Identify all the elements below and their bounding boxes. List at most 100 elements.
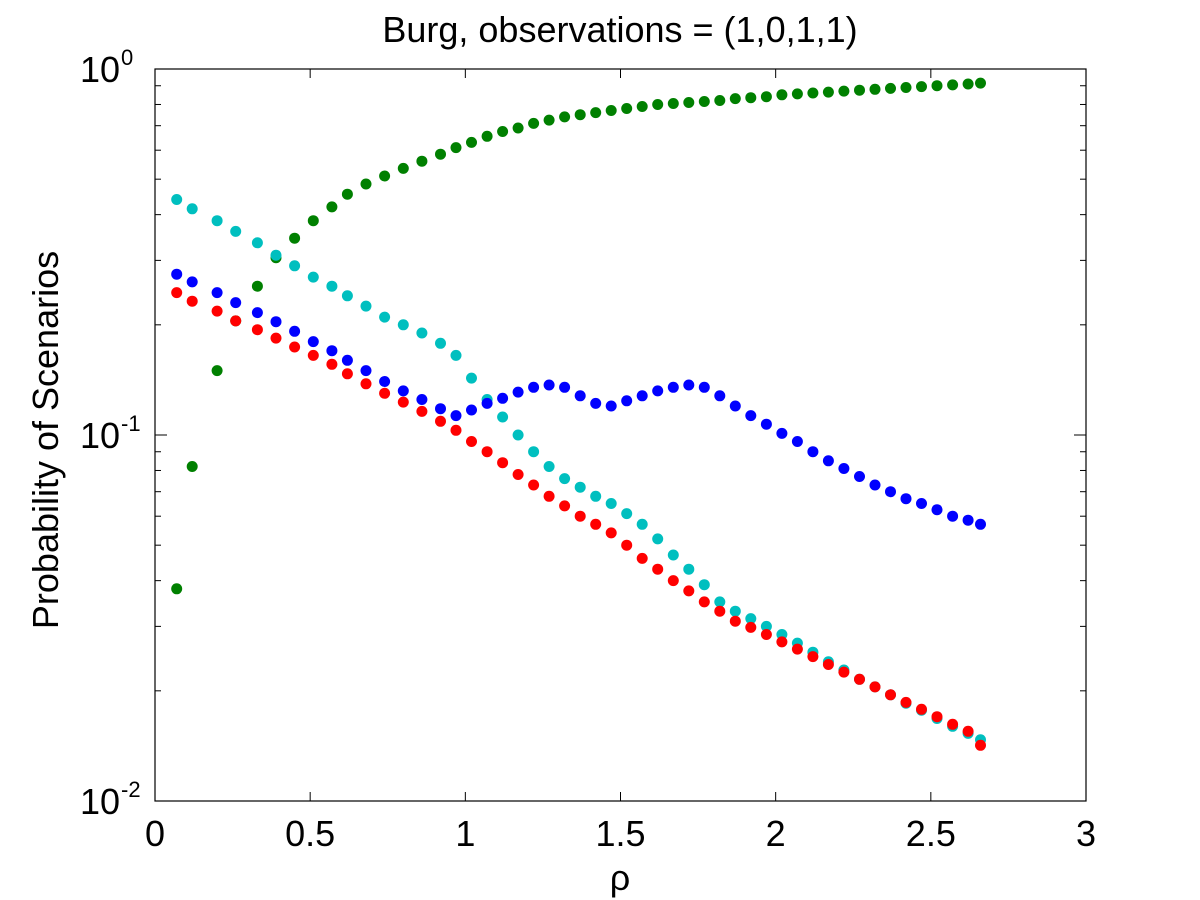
data-point <box>776 427 788 439</box>
data-point <box>559 111 571 123</box>
data-point <box>528 117 540 129</box>
series-3 <box>171 268 986 530</box>
data-point <box>307 271 319 283</box>
y-tick-label-exponent: 0 <box>121 45 133 70</box>
data-point <box>416 405 428 417</box>
data-point <box>838 85 850 97</box>
data-point <box>807 651 819 663</box>
data-point <box>481 446 493 458</box>
data-point <box>714 605 726 617</box>
data-point <box>776 636 788 648</box>
data-point <box>512 469 524 480</box>
data-point <box>397 385 409 397</box>
data-point <box>307 349 319 361</box>
data-point <box>791 436 803 447</box>
data-point <box>341 368 353 380</box>
data-point <box>636 101 648 112</box>
data-point <box>975 77 986 89</box>
data-point <box>528 381 540 393</box>
data-point <box>230 297 242 309</box>
data-point <box>916 81 927 93</box>
data-point <box>450 410 462 422</box>
data-point <box>186 461 198 472</box>
data-point <box>791 643 803 655</box>
data-point <box>559 381 571 393</box>
data-point <box>251 280 263 292</box>
data-point <box>574 390 586 402</box>
y-tick-label-exponent: -2 <box>121 777 141 802</box>
data-point <box>574 481 586 493</box>
data-point <box>379 376 391 387</box>
y-axis-label: Probability of Scenarios <box>25 251 66 629</box>
data-point <box>667 575 679 587</box>
data-point <box>559 500 571 512</box>
data-point <box>466 372 477 384</box>
plot-frame <box>154 68 1087 802</box>
data-point <box>186 203 198 215</box>
data-point <box>729 615 741 627</box>
data-point <box>636 518 648 530</box>
data-point <box>745 92 757 104</box>
data-point <box>543 379 555 391</box>
data-point <box>307 336 319 348</box>
y-tick-label: 10 <box>80 781 120 822</box>
data-point <box>341 188 353 200</box>
x-tick-label: 0.5 <box>285 813 335 854</box>
data-point <box>528 479 540 491</box>
data-point <box>360 300 372 312</box>
data-point <box>435 337 446 349</box>
data-point <box>512 122 524 134</box>
data-point <box>652 533 664 545</box>
data-point <box>745 621 757 633</box>
data-point <box>416 327 428 339</box>
x-tick-label: 1 <box>455 813 475 854</box>
data-point <box>379 311 391 323</box>
data-point <box>854 84 865 96</box>
series-2 <box>171 194 986 746</box>
data-point <box>289 341 301 353</box>
data-point <box>652 563 664 575</box>
y-tick-label: 10 <box>80 49 120 90</box>
data-point <box>975 518 986 530</box>
data-point <box>869 681 881 693</box>
chart-title: Burg, observations = (1,0,1,1) <box>382 9 857 50</box>
data-point <box>360 378 372 390</box>
data-point <box>931 711 943 723</box>
data-point <box>435 148 446 160</box>
data-point <box>621 103 633 114</box>
series-4 <box>171 287 986 751</box>
data-point <box>497 392 509 404</box>
x-tick-label: 0 <box>145 813 165 854</box>
data-point <box>211 215 223 227</box>
data-point <box>947 718 959 730</box>
data-point <box>683 97 695 108</box>
data-point <box>854 471 865 482</box>
data-point <box>822 659 834 670</box>
data-point <box>729 605 741 617</box>
data-point <box>667 98 679 109</box>
data-point <box>416 155 428 167</box>
data-point <box>807 446 819 458</box>
data-point <box>435 415 446 427</box>
data-point <box>698 579 710 591</box>
x-tick-label: 3 <box>1076 813 1096 854</box>
data-point <box>574 109 586 121</box>
data-point <box>729 400 741 412</box>
data-point <box>543 114 555 126</box>
data-point <box>186 276 198 288</box>
data-point <box>481 397 493 409</box>
data-point <box>760 620 772 632</box>
data-point <box>289 260 301 272</box>
data-point <box>729 93 741 105</box>
data-point <box>326 280 338 292</box>
data-point <box>379 387 391 399</box>
data-point <box>621 508 633 520</box>
data-point <box>590 397 602 409</box>
data-point <box>543 490 555 502</box>
data-point <box>289 325 301 337</box>
data-point <box>760 91 772 103</box>
x-tick-label: 2 <box>766 813 786 854</box>
data-point <box>807 87 819 99</box>
